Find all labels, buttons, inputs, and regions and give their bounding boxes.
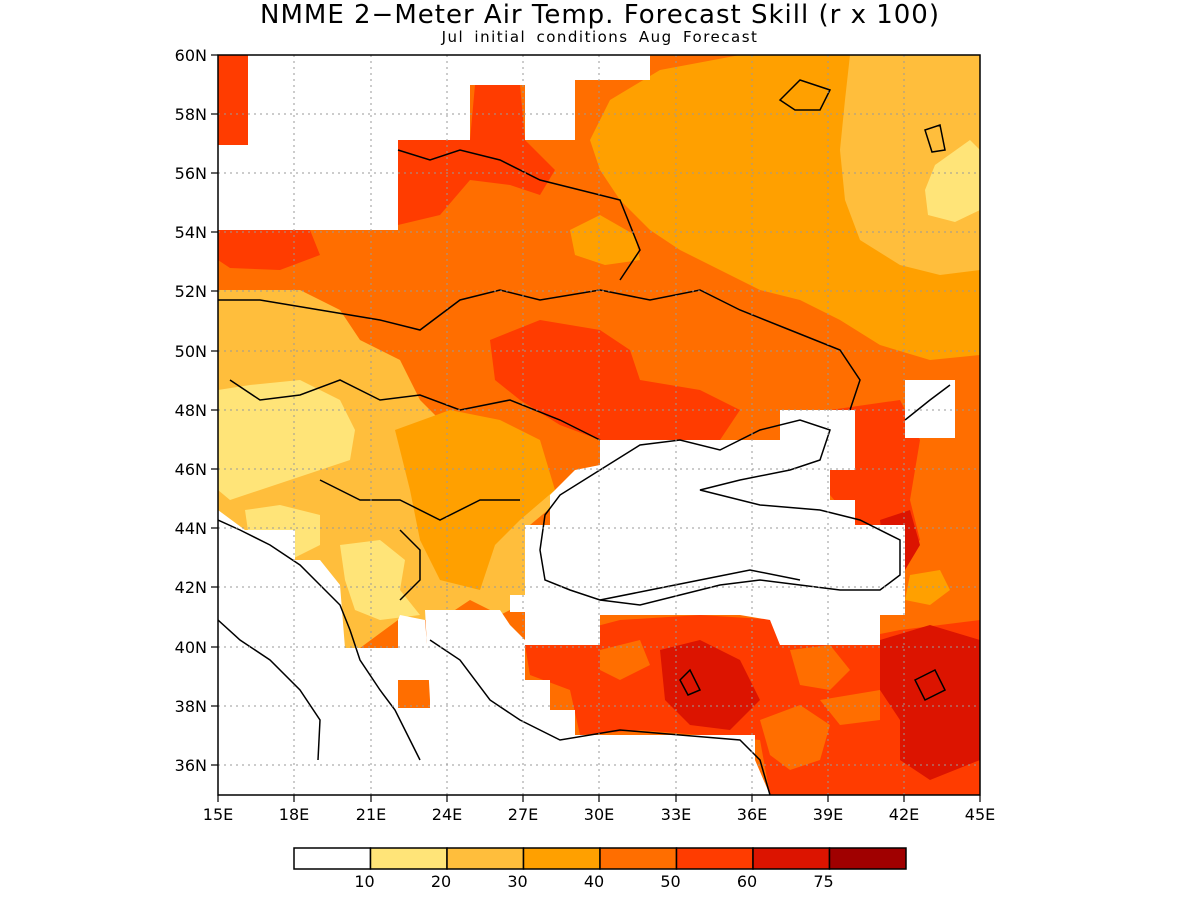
axis-ticks	[211, 54, 981, 802]
lat-tick-label: 50N	[175, 342, 207, 361]
colorbar-swatch	[522, 847, 601, 870]
graticule	[218, 55, 980, 795]
lon-tick-label: 18E	[279, 805, 309, 824]
lat-tick-label: 52N	[175, 282, 207, 301]
lat-tick-label: 58N	[175, 105, 207, 124]
chart-subtitle: Jul initial conditions Aug Forecast	[441, 28, 759, 46]
lon-tick-label: 36E	[737, 805, 767, 824]
colorbar-label: 60	[737, 872, 757, 891]
lon-tick-label: 33E	[661, 805, 691, 824]
colorbar-label: 75	[813, 872, 833, 891]
colorbar-swatch	[599, 847, 678, 870]
lat-tick-label: 44N	[175, 519, 207, 538]
colorbar-swatch	[828, 847, 907, 870]
lon-tick-label: 21E	[356, 805, 386, 824]
lat-tick-label: 42N	[175, 578, 207, 597]
lon-tick-label: 15E	[203, 805, 233, 824]
colorbar-swatch	[293, 847, 372, 870]
colorbar-swatch	[369, 847, 448, 870]
lon-tick-label: 30E	[584, 805, 614, 824]
lon-tick-label: 27E	[508, 805, 538, 824]
colorbar-label: 20	[431, 872, 451, 891]
colorbar-swatch	[446, 847, 525, 870]
coastlines	[218, 79, 951, 795]
colorbar	[293, 847, 907, 870]
skill-field	[218, 55, 980, 795]
chart-title: NMME 2−Meter Air Temp. Forecast Skill (r…	[260, 0, 940, 30]
lat-tick-label: 54N	[175, 223, 207, 242]
lat-tick-label: 48N	[175, 401, 207, 420]
lat-tick-label: 40N	[175, 638, 207, 657]
lat-tick-label: 38N	[175, 697, 207, 716]
colorbar-label: 50	[660, 872, 680, 891]
lat-tick-label: 36N	[175, 756, 207, 775]
lat-tick-label: 46N	[175, 460, 207, 479]
lon-tick-label: 24E	[432, 805, 462, 824]
lon-tick-label: 42E	[889, 805, 919, 824]
lon-tick-label: 39E	[813, 805, 843, 824]
lat-tick-label: 60N	[175, 46, 207, 65]
colorbar-label: 40	[584, 872, 604, 891]
colorbar-label: 30	[507, 872, 527, 891]
colorbar-swatch	[752, 847, 831, 870]
colorbar-labels: 10 20 30 40 50 60 75	[354, 872, 833, 891]
colorbar-swatch	[675, 847, 754, 870]
lon-tick-label: 45E	[965, 805, 995, 824]
colorbar-label: 10	[354, 872, 374, 891]
lat-tick-label: 56N	[175, 164, 207, 183]
